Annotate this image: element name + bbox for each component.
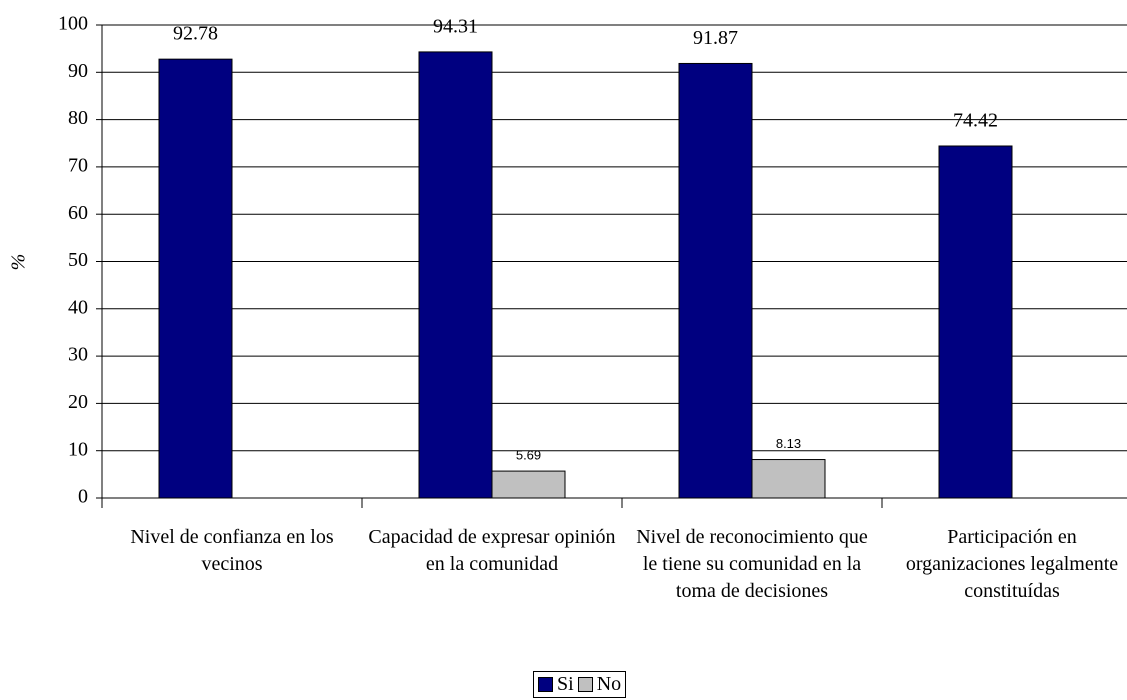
y-tick-label: 70 bbox=[68, 154, 88, 176]
bar bbox=[491, 470, 566, 499]
data-label: 74.42 bbox=[953, 110, 998, 132]
data-label: 5.69 bbox=[516, 448, 541, 463]
y-tick-label: 50 bbox=[68, 249, 88, 271]
legend-label: Si bbox=[557, 673, 574, 695]
y-axis-label: % bbox=[8, 254, 30, 271]
legend-label: No bbox=[596, 673, 622, 695]
legend: Si No bbox=[533, 671, 627, 698]
y-tick-label: 30 bbox=[68, 344, 88, 366]
bar bbox=[938, 145, 1013, 499]
data-label: 92.78 bbox=[173, 23, 218, 45]
y-tick-label: 40 bbox=[68, 296, 88, 318]
x-tick-label: Nivel de reconocimiento que le tiene su … bbox=[636, 526, 868, 602]
bar bbox=[158, 58, 233, 499]
bar bbox=[678, 62, 753, 499]
data-label: 8.13 bbox=[776, 436, 801, 451]
x-tick-label: Participación en organizaciones legalmen… bbox=[905, 526, 1119, 602]
bar bbox=[751, 459, 826, 499]
legend-swatch bbox=[538, 677, 553, 692]
bar bbox=[418, 51, 493, 499]
y-tick-label: 10 bbox=[68, 438, 88, 460]
y-tick-label: 0 bbox=[78, 486, 88, 508]
legend-swatch bbox=[577, 677, 593, 692]
y-tick-label: 80 bbox=[68, 107, 88, 129]
y-tick-label: 60 bbox=[68, 202, 88, 224]
data-label: 91.87 bbox=[693, 27, 738, 49]
x-tick-label: Nivel de confianza en los vecinos bbox=[130, 526, 334, 575]
y-tick-label: 20 bbox=[68, 391, 88, 413]
data-label: 94.31 bbox=[433, 16, 478, 38]
x-tick-label: Capacidad de expresar opinión en la comu… bbox=[368, 526, 616, 575]
y-tick-label: 90 bbox=[68, 60, 88, 82]
y-tick-label: 100 bbox=[58, 13, 88, 35]
